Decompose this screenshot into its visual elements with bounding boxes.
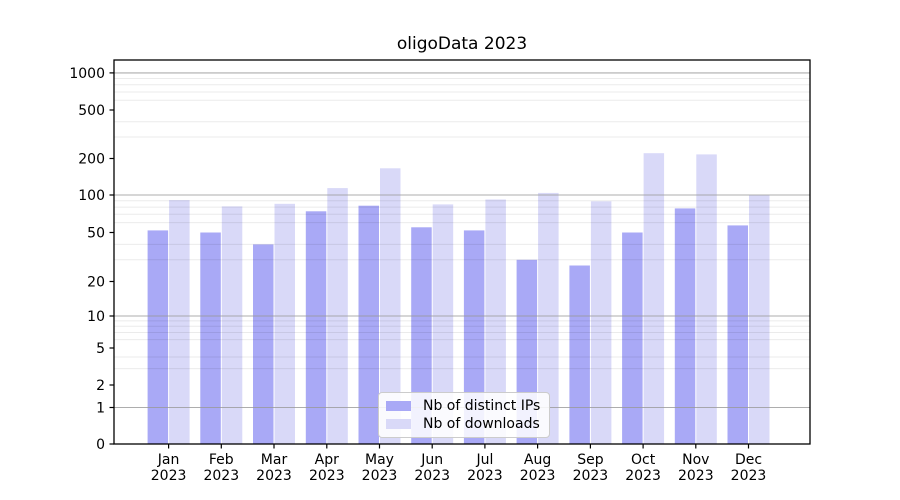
- legend-item-downloads: Nb of downloads: [386, 415, 541, 433]
- x-tick-label-year-jul: 2023: [467, 468, 503, 484]
- bar-downloads-mar: [274, 203, 295, 444]
- x-tick-label-month-dec: Dec: [735, 452, 762, 468]
- x-tick-label-year-aug: 2023: [520, 468, 556, 484]
- x-tick-label-month-apr: Apr: [315, 452, 339, 468]
- bar-distinct-ips-jan: [147, 230, 169, 444]
- x-tick-label-month-feb: Feb: [209, 452, 234, 468]
- y-tick-label-10: 10: [87, 309, 105, 325]
- y-tick-label-1000: 1000: [69, 66, 105, 82]
- bar-downloads-feb: [221, 206, 243, 444]
- x-tick-label-year-nov: 2023: [678, 468, 714, 484]
- bar-distinct-ips-dec: [727, 225, 748, 444]
- y-tick-label-200: 200: [78, 152, 105, 168]
- bar-downloads-dec: [749, 195, 770, 444]
- x-tick-label-month-mar: Mar: [261, 452, 288, 468]
- bar-distinct-ips-feb: [200, 232, 221, 444]
- legend-item-distinct-ips: Nb of distinct IPs: [386, 397, 541, 415]
- x-tick-label-month-may: May: [365, 452, 394, 468]
- legend-label-downloads: Nb of downloads: [423, 416, 540, 432]
- bar-distinct-ips-apr: [305, 211, 327, 444]
- x-tick-label-month-aug: Aug: [524, 452, 551, 468]
- legend: Nb of distinct IPs Nb of downloads: [378, 392, 550, 438]
- bar-downloads-oct: [643, 153, 665, 444]
- x-tick-label-year-oct: 2023: [625, 468, 661, 484]
- bar-downloads-jun: [432, 204, 454, 444]
- legend-label-distinct-ips: Nb of distinct IPs: [423, 398, 541, 414]
- bar-distinct-ips-sep: [569, 265, 590, 444]
- bar-downloads-jul: [485, 199, 506, 444]
- axes-spines: [113, 59, 811, 445]
- x-tick-label-month-jan: Jan: [157, 452, 180, 468]
- chart-title: oligoData 2023: [396, 34, 528, 54]
- bar-downloads-aug: [538, 192, 559, 444]
- bar-distinct-ips-oct: [622, 232, 643, 444]
- x-tick-label-month-sep: Sep: [577, 452, 604, 468]
- y-tick-label-50: 50: [87, 226, 105, 242]
- x-tick-label-year-may: 2023: [362, 468, 398, 484]
- bar-distinct-ips-jul: [463, 230, 485, 444]
- x-tick-label-month-jul: Jul: [475, 452, 493, 468]
- y-tick-label-2: 2: [96, 378, 105, 394]
- bar-distinct-ips-jun: [411, 227, 432, 444]
- x-tick-label-month-oct: Oct: [631, 452, 656, 468]
- bar-distinct-ips-mar: [253, 244, 274, 444]
- legend-swatch-distinct-ips-icon: [386, 401, 411, 411]
- y-tick-label-500: 500: [78, 103, 105, 119]
- bar-downloads-jan: [169, 200, 190, 444]
- bar-distinct-ips-nov: [674, 208, 696, 444]
- x-tick-label-year-feb: 2023: [203, 468, 239, 484]
- bar-downloads-sep: [590, 201, 612, 444]
- x-tick-label-month-jun: Jun: [420, 452, 443, 468]
- bar-downloads-nov: [696, 154, 717, 444]
- x-tick-label-year-sep: 2023: [573, 468, 609, 484]
- x-tick-label-year-apr: 2023: [309, 468, 345, 484]
- y-tick-label-100: 100: [78, 188, 105, 204]
- y-tick-label-5: 5: [96, 341, 105, 357]
- y-tick-label-20: 20: [87, 275, 105, 291]
- legend-swatch-downloads-icon: [386, 419, 411, 429]
- bar-downloads-may: [380, 168, 401, 445]
- y-tick-label-1: 1: [96, 401, 105, 417]
- x-tick-label-year-mar: 2023: [256, 468, 292, 484]
- y-tick-label-0: 0: [96, 437, 105, 453]
- x-tick-label-year-dec: 2023: [731, 468, 767, 484]
- x-tick-label-year-jan: 2023: [151, 468, 187, 484]
- bar-distinct-ips-may: [358, 205, 379, 444]
- x-tick-label-month-nov: Nov: [682, 452, 709, 468]
- x-tick-label-year-jun: 2023: [414, 468, 450, 484]
